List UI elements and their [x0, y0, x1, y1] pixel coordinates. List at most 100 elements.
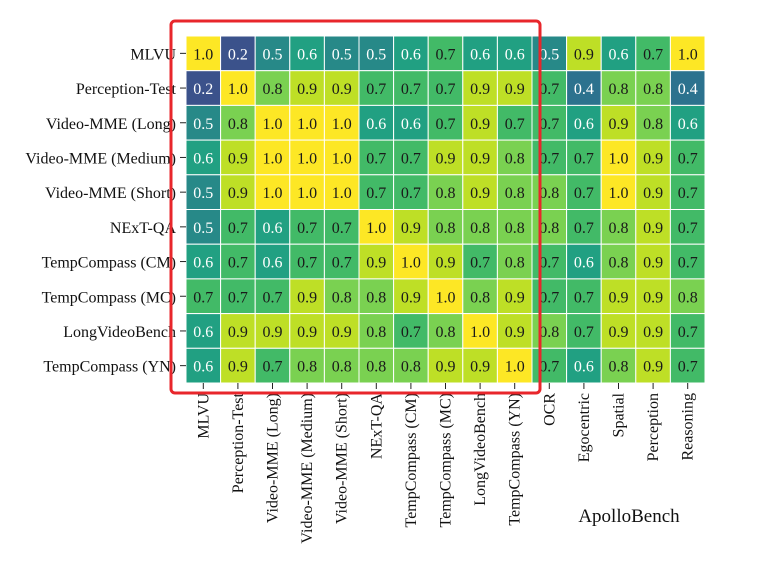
cell-value-label: 1.0	[263, 116, 283, 133]
heatmap-cell	[635, 209, 671, 245]
heatmap-cell	[496, 278, 533, 315]
cell-value-label: 0.7	[401, 324, 421, 341]
heatmap-cell	[531, 278, 568, 315]
heatmap-cell	[427, 347, 464, 384]
column-label: Egocentric	[576, 393, 593, 462]
column-label: Perception-Test	[230, 392, 247, 493]
cell-value-label: 0.9	[643, 289, 663, 306]
highlight-box	[169, 19, 542, 395]
cell-value-label: 0.7	[297, 255, 317, 272]
group-label: ApolloBench	[578, 506, 680, 527]
heatmap-cell	[393, 278, 429, 315]
heatmap-cell	[323, 243, 360, 280]
heatmap-cell	[427, 243, 464, 280]
heatmap-cell	[669, 104, 706, 141]
cell-value-label: 0.9	[228, 150, 248, 167]
cell-value-label: 0.8	[505, 220, 525, 237]
heatmap-cell	[635, 243, 671, 280]
heatmap-cell	[185, 174, 222, 211]
cell-value-label: 0.6	[470, 46, 490, 63]
cell-value-label: 0.7	[436, 116, 456, 133]
cell-value-label: 1.0	[297, 185, 317, 202]
cell-value-label: 0.8	[643, 116, 663, 133]
cell-value-label: 0.4	[574, 81, 594, 98]
cell-value-label: 0.8	[366, 324, 386, 341]
cell-value-label: 0.5	[193, 220, 213, 237]
cell-value-label: 0.8	[609, 359, 629, 376]
heatmap-cell	[635, 278, 671, 315]
cell-value-label: 0.5	[263, 46, 283, 63]
heatmap-cell	[635, 70, 671, 106]
heatmap-cell	[496, 35, 533, 72]
heatmap-cell	[566, 313, 602, 349]
cell-value-label: 0.9	[332, 324, 352, 341]
cell-value-label: 0.7	[643, 46, 663, 63]
cell-value-label: 0.7	[332, 220, 352, 237]
heatmap-cell	[185, 104, 222, 141]
row-label: Video-MME (Medium)	[25, 150, 176, 167]
cell-value-label: 0.7	[539, 289, 559, 306]
cell-value-label: 0.8	[470, 289, 490, 306]
heatmap-cell	[669, 174, 706, 211]
cell-value-label: 0.5	[332, 46, 352, 63]
cell-value-label: 0.7	[678, 220, 698, 237]
heatmap-cell	[669, 243, 706, 280]
heatmap-cell	[462, 139, 498, 176]
cell-value-label: 0.7	[193, 289, 213, 306]
heatmap-cell	[289, 174, 325, 211]
heatmap-cell	[254, 347, 291, 384]
cell-value-label: 1.0	[263, 150, 283, 167]
cell-value-label: 0.7	[366, 81, 386, 98]
cell-value-label: 0.6	[366, 116, 386, 133]
heatmap-cell	[566, 174, 602, 211]
heatmap-cell	[323, 278, 360, 315]
row-label: TempCompass (YN)	[43, 359, 176, 376]
column-label: TempCompass (CM)	[403, 393, 420, 527]
cell-value-label: 0.7	[297, 220, 317, 237]
heatmap-cell	[600, 209, 637, 245]
heatmap-cell	[393, 104, 429, 141]
row-label: Video-MME (Short)	[45, 185, 176, 202]
cell-value-label: 1.0	[678, 46, 698, 63]
cell-value-label: 0.8	[470, 220, 490, 237]
cell-value-label: 1.0	[436, 289, 456, 306]
heatmap-cell	[669, 70, 706, 106]
cell-value-label: 0.7	[228, 255, 248, 272]
cell-value-label: 0.5	[193, 116, 213, 133]
cell-value-label: 1.0	[228, 81, 248, 98]
heatmap-cell	[289, 209, 325, 245]
heatmap-cell	[185, 313, 222, 349]
column-labels: MLVU Perception-Test Video-MME (Long) Video…	[195, 383, 697, 544]
cell-value-label: 0.9	[228, 324, 248, 341]
cell-value-label: 0.8	[643, 81, 663, 98]
cell-value-label: 0.6	[401, 46, 421, 63]
heatmap-cell	[393, 347, 429, 384]
cell-value-label: 0.7	[332, 255, 352, 272]
cell-value-label: 0.9	[470, 150, 490, 167]
cell-value-label: 0.7	[678, 185, 698, 202]
cell-value-label: 0.9	[436, 150, 456, 167]
heatmap-cell	[427, 35, 464, 72]
heatmap-cell	[254, 209, 291, 245]
cell-value-label: 0.8	[609, 255, 629, 272]
heatmap-cell	[323, 139, 360, 176]
heatmap-cell	[600, 174, 637, 211]
cell-value-label: 0.5	[366, 46, 386, 63]
heatmap-cell	[358, 104, 395, 141]
cell-value-label: 1.0	[297, 150, 317, 167]
heatmap-cell	[185, 139, 222, 176]
cell-value-label: 0.9	[297, 324, 317, 341]
heatmap-cell	[358, 209, 395, 245]
heatmap-cell	[531, 313, 568, 349]
column-label: OCR	[541, 393, 558, 426]
cell-value-label: 0.8	[436, 185, 456, 202]
cell-value-label: 0.6	[263, 255, 283, 272]
heatmap-cell	[254, 313, 291, 349]
cell-value-label: 0.7	[678, 255, 698, 272]
cell-value-label: 0.5	[193, 185, 213, 202]
cell-value-label: 0.6	[505, 46, 525, 63]
cell-value-label: 0.9	[643, 324, 663, 341]
cell-value-label: 0.2	[228, 46, 248, 63]
cell-value-label: 0.7	[436, 81, 456, 98]
row-label: TempCompass (CM)	[42, 255, 176, 272]
